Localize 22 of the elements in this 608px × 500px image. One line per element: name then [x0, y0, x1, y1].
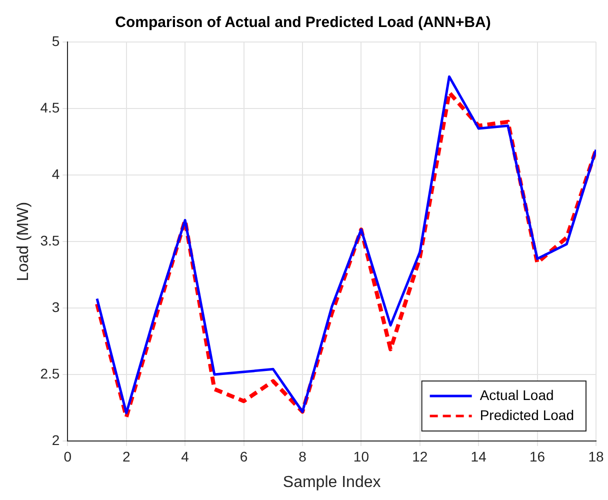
- y-tick-label: 3.5: [40, 232, 60, 248]
- x-tick-label: 18: [588, 448, 604, 464]
- y-tick-label: 4: [52, 166, 60, 182]
- x-tick-label: 6: [240, 448, 248, 464]
- x-tick-label: 8: [298, 448, 307, 464]
- y-tick-label: 5: [52, 32, 60, 49]
- x-tick-label: 4: [181, 448, 190, 464]
- x-tick-label: 0: [64, 448, 72, 464]
- y-tick-label: 2.5: [40, 365, 60, 382]
- x-tick-label: 14: [470, 448, 487, 464]
- x-tick-label: 12: [412, 448, 428, 464]
- x-tick-label: 16: [530, 448, 546, 464]
- legend-label: Actual Load: [480, 386, 554, 403]
- x-tick-label: 2: [122, 448, 130, 464]
- x-tick-label: 10: [353, 448, 370, 464]
- y-tick-label: 3: [52, 298, 60, 315]
- chart-title: Comparison of Actual and Predicted Load (ANN+BA): [115, 14, 491, 32]
- legend-label: Predicted Load: [480, 406, 574, 423]
- x-axis-title: Sample Index: [282, 474, 381, 491]
- y-tick-label: 4.5: [40, 99, 60, 116]
- y-tick-label: 2: [52, 432, 60, 448]
- y-axis-title: Load (MW): [15, 202, 32, 282]
